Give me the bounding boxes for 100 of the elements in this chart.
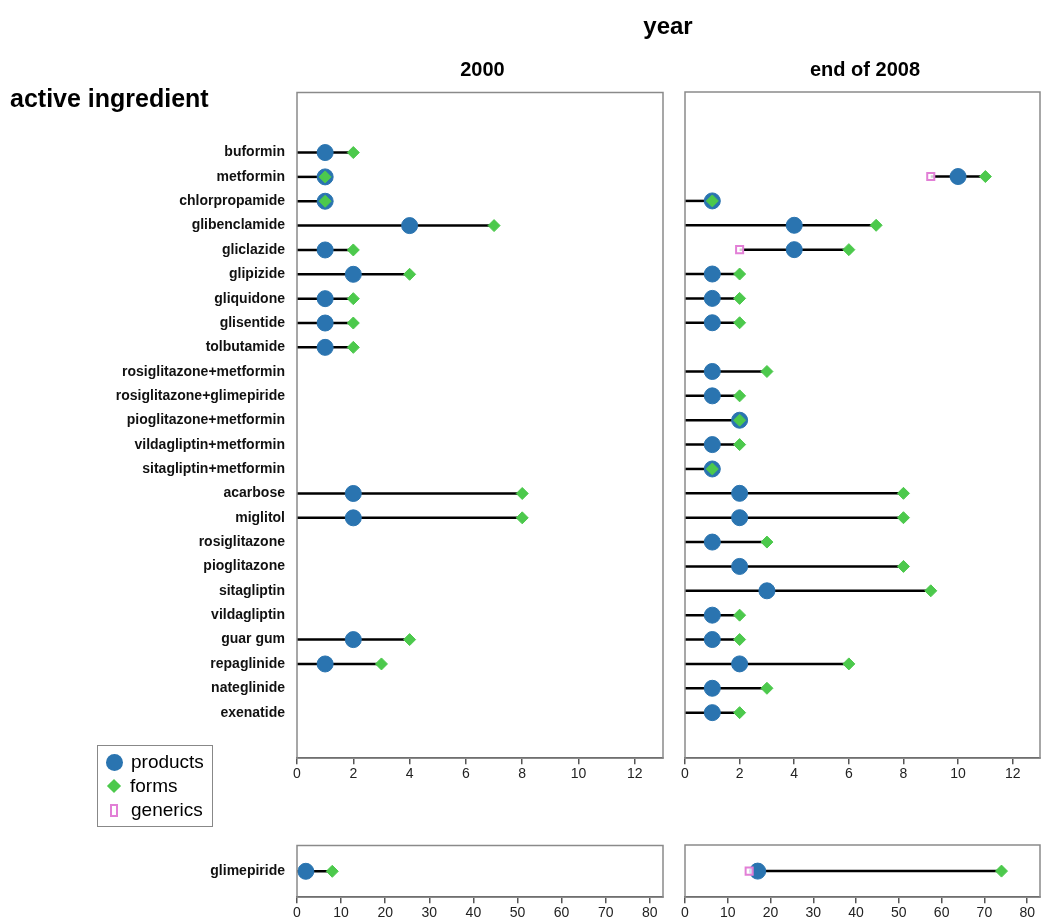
y-tick-label: guar gum: [221, 630, 285, 647]
x-tick-label: 50: [509, 904, 526, 921]
y-tick-label: repaglinide: [210, 654, 286, 671]
x-tick-label: 10: [333, 904, 350, 921]
x-tick-label: 30: [421, 904, 438, 921]
point: [346, 146, 360, 160]
y-tick-label: sitagliptin+metformin: [142, 460, 285, 476]
x-tick-label: 8: [518, 765, 527, 782]
point: [344, 631, 362, 649]
point: [703, 631, 721, 649]
x-tick-label: 60: [933, 904, 950, 921]
point: [926, 172, 936, 182]
y-tick-label: tolbutamide: [205, 338, 286, 355]
x-tick-label: 50: [891, 904, 907, 921]
y-tick-label: rosiglitazone+glimepiride: [115, 386, 286, 403]
point: [842, 657, 856, 671]
point: [733, 389, 747, 403]
point: [344, 509, 362, 527]
point: [733, 267, 747, 281]
point: [896, 511, 910, 525]
point: [896, 559, 910, 573]
point: [733, 316, 747, 330]
point: [703, 362, 721, 380]
point: [760, 681, 774, 695]
x-tick-label: 40: [465, 904, 482, 921]
point: [703, 606, 721, 624]
point: [374, 657, 388, 671]
point: [515, 511, 529, 525]
point: [316, 314, 334, 332]
x-tick-label: 12: [627, 765, 643, 782]
point: [733, 633, 747, 647]
point: [703, 679, 721, 697]
legend-label: generics: [131, 798, 203, 822]
y-tick-label: acarbose: [223, 484, 286, 501]
point: [401, 217, 419, 235]
point: [731, 509, 749, 527]
point: [785, 241, 803, 259]
x-tick-label: 0: [293, 904, 302, 921]
point: [703, 436, 721, 454]
y-tick-label: metformin: [216, 167, 285, 184]
point: [346, 340, 360, 354]
point: [703, 704, 721, 722]
x-tick-label: 0: [681, 765, 690, 782]
point: [842, 243, 856, 257]
point: [733, 706, 747, 720]
x-tick-label: 4: [405, 765, 414, 782]
x-tick-label: 4: [790, 765, 799, 782]
y-tick-label: vildagliptin: [211, 606, 285, 623]
x-tick-label: 0: [293, 765, 302, 782]
point: [487, 219, 501, 233]
point: [346, 316, 360, 330]
point: [316, 241, 334, 259]
x-tick-label: 20: [377, 904, 394, 921]
point: [403, 633, 417, 647]
point: [703, 289, 721, 307]
y-tick-label: glipizide: [229, 265, 286, 282]
x-tick-label: 10: [950, 765, 967, 782]
x-tick-label: 10: [719, 904, 736, 921]
point: [733, 291, 747, 305]
chart-title: 2000: [459, 58, 506, 81]
y-tick-label: sitagliptin: [218, 581, 285, 598]
point: [978, 170, 992, 184]
y-tick-label: glisentide: [219, 313, 286, 330]
point: [731, 655, 749, 673]
chart-title: end of 2008: [808, 58, 921, 81]
point: [703, 387, 721, 405]
point: [731, 484, 749, 502]
x-tick-label: 80: [641, 904, 658, 921]
x-tick-label: 70: [597, 904, 614, 921]
point: [760, 535, 774, 549]
point: [731, 557, 749, 575]
y-axis-title: active ingredient: [10, 84, 209, 113]
point: [703, 533, 721, 551]
point: [403, 267, 417, 281]
x-tick-label: 2: [735, 765, 744, 782]
y-tick-label: rosiglitazone: [198, 533, 286, 550]
point: [733, 438, 747, 452]
y-tick-label: nateglinide: [211, 679, 286, 696]
x-tick-label: 8: [899, 765, 908, 782]
x-tick-label: 70: [976, 904, 993, 921]
legend-label: forms: [130, 774, 178, 798]
x-tick-label: 30: [805, 904, 822, 921]
y-tick-label: pioglitazone: [203, 557, 286, 574]
x-tick-label: 10: [570, 765, 587, 782]
point: [316, 338, 334, 356]
x-tick-label: 6: [462, 765, 471, 782]
x-tick-label: 20: [762, 904, 779, 921]
point: [869, 218, 883, 232]
point: [346, 292, 360, 306]
x-tick-label: 40: [848, 904, 865, 921]
point: [785, 216, 803, 234]
point: [758, 582, 776, 600]
point: [896, 486, 910, 500]
point: [316, 655, 334, 673]
y-tick-label: glibenclamide: [191, 216, 286, 233]
x-tick-label: 2: [349, 765, 358, 782]
y-tick-label: pioglitazone+metformin: [126, 411, 285, 428]
point: [316, 144, 334, 162]
legend-label: products: [131, 750, 204, 774]
point: [344, 265, 362, 283]
